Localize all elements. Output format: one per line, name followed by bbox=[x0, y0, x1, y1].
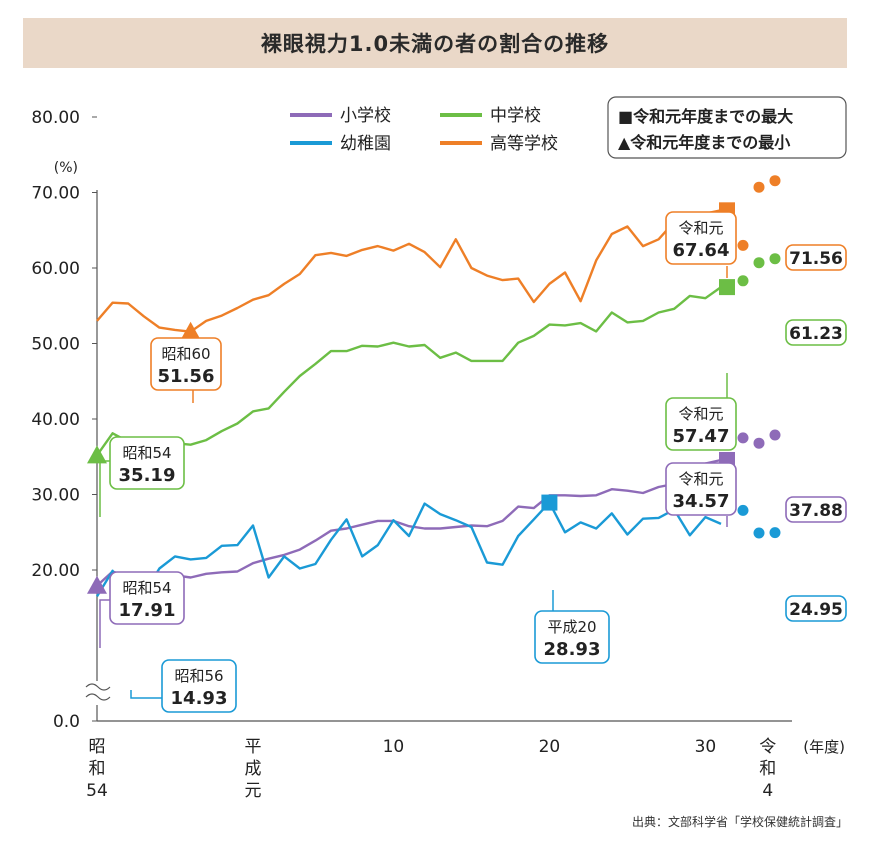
x-tick-label: 平 bbox=[245, 737, 262, 757]
max-callout-era: 令和元 bbox=[678, 405, 723, 423]
max-callout-value: 67.64 bbox=[673, 240, 730, 261]
min-callout-value: 17.91 bbox=[119, 600, 176, 621]
legend-label-kindergarten: 幼稚園 bbox=[340, 134, 391, 154]
y-axis-unit: (%) bbox=[54, 160, 78, 176]
min-callout-era: 昭和56 bbox=[174, 667, 223, 685]
min-callout-high_school bbox=[150, 337, 222, 391]
max-marker-junior_high bbox=[719, 279, 735, 296]
x-tick-label: 20 bbox=[539, 737, 561, 757]
marker-legend-max: ■令和元年度までの最大 bbox=[618, 107, 793, 126]
y-tick-label: 70.00 bbox=[31, 184, 80, 204]
min-callout-value: 14.93 bbox=[171, 688, 228, 709]
y-tick-label: 80.00 bbox=[31, 108, 80, 128]
marker-legend-box bbox=[607, 96, 847, 159]
min-marker-high_school bbox=[180, 321, 201, 340]
x-tick-label: 54 bbox=[86, 781, 108, 801]
y-tick-label: 40.00 bbox=[31, 410, 80, 430]
x-tick-label: 和 bbox=[89, 759, 106, 779]
min-leader-junior_high bbox=[99, 460, 112, 517]
post-point-high_school bbox=[753, 181, 765, 193]
series-line-kindergarten bbox=[95, 501, 722, 610]
latest-label-value-elementary: 37.88 bbox=[789, 501, 843, 521]
post-point-kindergarten bbox=[737, 504, 749, 516]
max-callout-value: 28.93 bbox=[544, 639, 601, 660]
min-marker-junior_high bbox=[87, 445, 107, 464]
max-callout-junior_high bbox=[665, 397, 737, 451]
axis-break-mark bbox=[85, 683, 111, 691]
y-tick-label: 60.00 bbox=[31, 259, 80, 279]
series-line-elementary bbox=[96, 458, 722, 587]
max-callout-value: 57.47 bbox=[673, 426, 730, 447]
source-note: 出典：文部科学省「学校保健統計調査」 bbox=[631, 815, 848, 829]
x-axis-unit: (年度) bbox=[803, 738, 845, 756]
post-point-junior_high bbox=[753, 257, 765, 269]
latest-label-box-kindergarten bbox=[785, 595, 847, 622]
max-callout-elementary bbox=[665, 462, 737, 516]
latest-label-box-elementary bbox=[785, 496, 847, 523]
min-callout-junior_high bbox=[109, 436, 185, 490]
x-tick-label: 令 bbox=[759, 737, 776, 757]
x-tick-label: 4 bbox=[762, 781, 773, 801]
post-point-high_school bbox=[769, 175, 781, 187]
post-point-kindergarten bbox=[753, 527, 765, 539]
min-callout-value: 51.56 bbox=[158, 366, 215, 387]
post-point-junior_high bbox=[737, 275, 749, 287]
post-point-junior_high bbox=[769, 253, 781, 265]
max-marker-kindergarten bbox=[541, 494, 558, 511]
y-tick-label: 20.00 bbox=[31, 561, 80, 581]
min-callout-era: 昭和60 bbox=[161, 345, 210, 363]
legend-label-junior_high: 中学校 bbox=[490, 106, 541, 126]
min-callout-era: 昭和54 bbox=[122, 444, 171, 462]
min-callout-value: 35.19 bbox=[119, 465, 176, 486]
max-callout-era: 令和元 bbox=[678, 219, 723, 237]
x-tick-label: 和 bbox=[759, 759, 776, 779]
x-tick-label: 成 bbox=[245, 759, 262, 779]
post-point-elementary bbox=[769, 429, 781, 441]
post-point-high_school bbox=[737, 239, 749, 251]
legend-label-high_school: 高等学校 bbox=[490, 134, 558, 154]
min-leader-kindergarten bbox=[130, 690, 162, 699]
y-tick-label: 50.00 bbox=[31, 335, 80, 355]
latest-label-value-junior_high: 61.23 bbox=[789, 324, 843, 344]
latest-label-value-high_school: 71.56 bbox=[789, 249, 843, 269]
post-point-elementary bbox=[737, 432, 749, 444]
min-marker-elementary bbox=[87, 575, 107, 594]
x-tick-label: 元 bbox=[245, 781, 262, 801]
max-callout-high_school bbox=[665, 211, 737, 265]
x-tick-label: 10 bbox=[383, 737, 405, 757]
min-callout-era: 昭和54 bbox=[122, 579, 171, 597]
min-callout-elementary bbox=[109, 571, 185, 625]
marker-legend-min: ▲令和元年度までの最小 bbox=[618, 133, 790, 152]
x-tick-label: 昭 bbox=[89, 737, 106, 757]
latest-label-box-high_school bbox=[785, 244, 847, 271]
post-point-elementary bbox=[753, 437, 765, 449]
series-line-high_school bbox=[96, 209, 722, 333]
x-tick-label: 30 bbox=[695, 737, 717, 757]
series-line-junior_high bbox=[96, 286, 722, 456]
axis-break-mark bbox=[85, 693, 111, 701]
chart-title-bar: 裸眼視力1.0未満の者の割合の推移 bbox=[23, 18, 847, 68]
min-callout-kindergarten bbox=[161, 659, 237, 713]
y-tick-label: 0.0 bbox=[53, 712, 80, 732]
min-leader-elementary bbox=[99, 599, 110, 648]
legend-label-elementary: 小学校 bbox=[340, 106, 391, 126]
max-callout-value: 34.57 bbox=[673, 491, 730, 512]
chart-title: 裸眼視力1.0未満の者の割合の推移 bbox=[260, 32, 610, 56]
y-tick-label: 30.00 bbox=[31, 486, 80, 506]
max-callout-era: 令和元 bbox=[678, 470, 723, 488]
latest-label-box-junior_high bbox=[785, 319, 847, 346]
max-callout-kindergarten bbox=[534, 610, 610, 664]
latest-label-value-kindergarten: 24.95 bbox=[789, 600, 843, 620]
post-point-kindergarten bbox=[769, 527, 781, 539]
max-callout-era: 平成20 bbox=[547, 618, 596, 636]
